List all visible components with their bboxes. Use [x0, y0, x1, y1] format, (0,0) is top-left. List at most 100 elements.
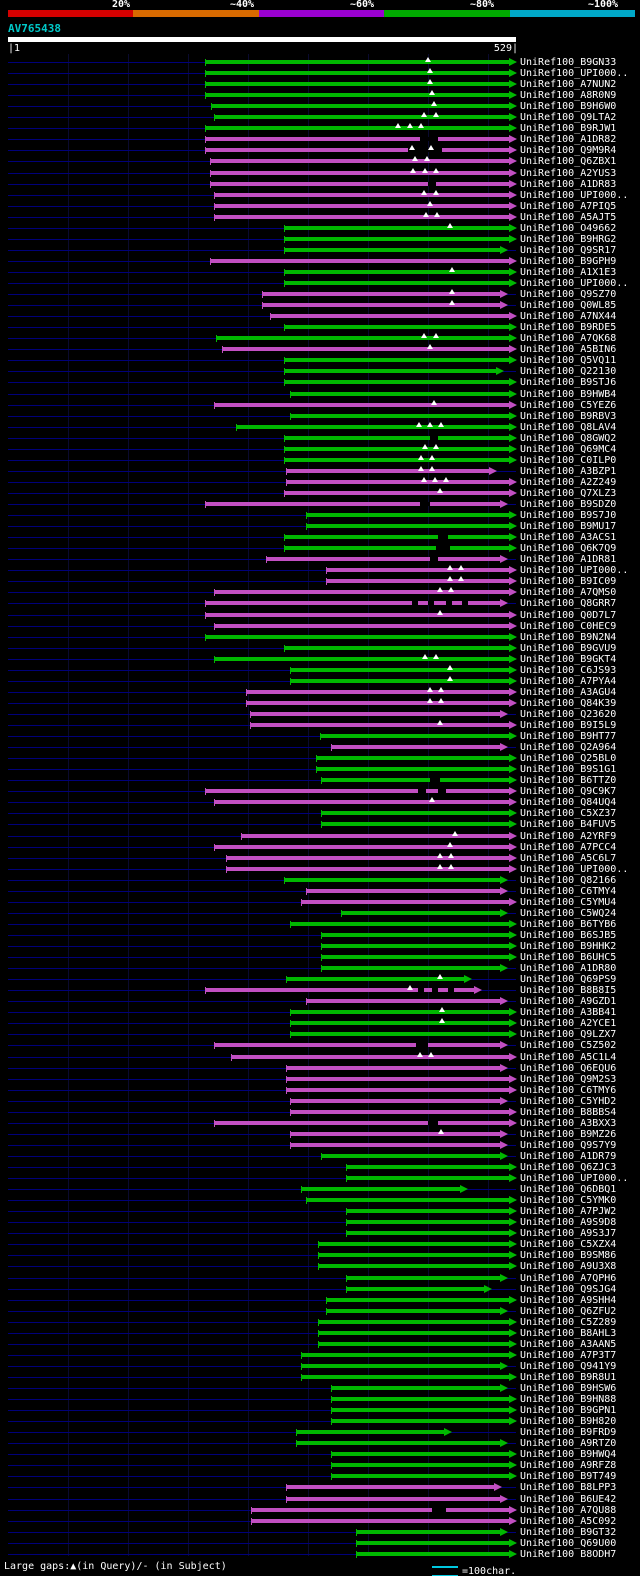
hit-bar[interactable]: [321, 1154, 500, 1158]
hit-label[interactable]: UniRef100_C5WQ24: [520, 908, 617, 919]
hit-bar[interactable]: [286, 1497, 500, 1501]
hit-bar[interactable]: [346, 1220, 509, 1224]
hit-label[interactable]: UniRef100_A9SHH4: [520, 1295, 617, 1306]
hit-label[interactable]: UniRef100_A3BZP1: [520, 466, 617, 477]
hit-bar[interactable]: [226, 856, 509, 860]
hit-bar[interactable]: [318, 1253, 509, 1257]
hit-bar[interactable]: [346, 1231, 509, 1235]
hit-bar[interactable]: [284, 369, 496, 373]
hit-label[interactable]: UniRef100_A9RFZ8: [520, 1460, 617, 1471]
hit-label[interactable]: UniRef100_A9GZD1: [520, 996, 617, 1007]
hit-label[interactable]: UniRef100_UPI000..: [520, 278, 629, 289]
hit-label[interactable]: UniRef100_B6TTZ0: [520, 775, 617, 786]
hit-bar[interactable]: [214, 193, 509, 197]
hit-bar[interactable]: [284, 248, 500, 252]
hit-bar[interactable]: [214, 115, 509, 119]
hit-label[interactable]: UniRef100_A2YCE1: [520, 1018, 617, 1029]
hit-label[interactable]: UniRef100_A5BIN6: [520, 344, 617, 355]
hit-bar[interactable]: [290, 1010, 509, 1014]
hit-bar[interactable]: [286, 977, 464, 981]
hit-bar[interactable]: [356, 1541, 509, 1545]
hit-label[interactable]: UniRef100_A2YUS3: [520, 168, 617, 179]
hit-bar[interactable]: [284, 878, 500, 882]
hit-label[interactable]: UniRef100_A7NX44: [520, 311, 617, 322]
hit-label[interactable]: UniRef100_B9HN88: [520, 1394, 617, 1405]
hit-label[interactable]: UniRef100_Q941Y9: [520, 1361, 617, 1372]
hit-label[interactable]: UniRef100_B6SJB5: [520, 930, 617, 941]
hit-bar[interactable]: [262, 292, 500, 296]
hit-bar[interactable]: [320, 734, 509, 738]
hit-label[interactable]: UniRef100_UPI000..: [520, 864, 629, 875]
hit-label[interactable]: UniRef100_Q9S7Y9: [520, 1140, 617, 1151]
hit-label[interactable]: UniRef100_B9HHK2: [520, 941, 617, 952]
hit-label[interactable]: UniRef100_A1DR79: [520, 1151, 617, 1162]
hit-label[interactable]: UniRef100_Q8GWQ2: [520, 433, 617, 444]
hit-label[interactable]: UniRef100_Q22130: [520, 366, 617, 377]
hit-bar[interactable]: [210, 171, 509, 175]
hit-bar[interactable]: [205, 789, 509, 793]
hit-label[interactable]: UniRef100_B9GVU9: [520, 643, 617, 654]
hit-label[interactable]: UniRef100_UPI000..: [520, 68, 629, 79]
hit-label[interactable]: UniRef100_A5C6L7: [520, 853, 617, 864]
hit-bar[interactable]: [290, 1132, 500, 1136]
hit-bar[interactable]: [306, 889, 500, 893]
hit-bar[interactable]: [205, 71, 509, 75]
hit-label[interactable]: UniRef100_A8R0N9: [520, 90, 617, 101]
hit-label[interactable]: UniRef100_B8B8I5: [520, 985, 617, 996]
hit-label[interactable]: UniRef100_B8BBS4: [520, 1107, 617, 1118]
hit-label[interactable]: UniRef100_A3AGU4: [520, 687, 617, 698]
hit-bar[interactable]: [214, 800, 509, 804]
hit-bar[interactable]: [214, 624, 509, 628]
hit-bar[interactable]: [321, 944, 509, 948]
hit-bar[interactable]: [316, 756, 509, 760]
hit-bar[interactable]: [356, 1530, 500, 1534]
hit-label[interactable]: UniRef100_B9RJW1: [520, 123, 617, 134]
hit-bar[interactable]: [318, 1264, 509, 1268]
hit-bar[interactable]: [205, 148, 509, 152]
hit-bar[interactable]: [318, 1320, 509, 1324]
hit-bar[interactable]: [341, 911, 500, 915]
hit-label[interactable]: UniRef100_B9GPN1: [520, 1405, 617, 1416]
hit-label[interactable]: UniRef100_B9MZ26: [520, 1129, 617, 1140]
hit-bar[interactable]: [205, 635, 509, 639]
hit-bar[interactable]: [205, 137, 509, 141]
hit-bar[interactable]: [326, 1298, 509, 1302]
hit-label[interactable]: UniRef100_A1DR82: [520, 134, 617, 145]
hit-bar[interactable]: [331, 1397, 509, 1401]
hit-bar[interactable]: [290, 1143, 500, 1147]
hit-label[interactable]: UniRef100_A1DR83: [520, 179, 617, 190]
hit-bar[interactable]: [231, 1055, 509, 1059]
hit-label[interactable]: UniRef100_A5C092: [520, 1516, 617, 1527]
hit-label[interactable]: UniRef100_A7P3T7: [520, 1350, 617, 1361]
hit-label[interactable]: UniRef100_Q6ZJC3: [520, 1162, 617, 1173]
hit-label[interactable]: UniRef100_B9IC09: [520, 576, 617, 587]
hit-bar[interactable]: [321, 933, 509, 937]
hit-label[interactable]: UniRef100_B9HT77: [520, 731, 617, 742]
hit-bar[interactable]: [250, 723, 509, 727]
hit-label[interactable]: UniRef100_B6TYB6: [520, 919, 617, 930]
hit-label[interactable]: UniRef100_B9STJ6: [520, 377, 617, 388]
hit-bar[interactable]: [290, 1110, 509, 1114]
hit-label[interactable]: UniRef100_A7PYA4: [520, 676, 617, 687]
hit-bar[interactable]: [301, 1364, 500, 1368]
hit-label[interactable]: UniRef100_A1X1E3: [520, 267, 617, 278]
hit-bar[interactable]: [284, 237, 509, 241]
hit-bar[interactable]: [214, 845, 509, 849]
hit-bar[interactable]: [210, 259, 509, 263]
hit-bar[interactable]: [290, 1032, 509, 1036]
hit-label[interactable]: UniRef100_A7PJW2: [520, 1206, 617, 1217]
hit-label[interactable]: UniRef100_A7PIQ5: [520, 201, 617, 212]
hit-label[interactable]: UniRef100_O49662: [520, 223, 617, 234]
hit-label[interactable]: UniRef100_B8ODH7: [520, 1549, 617, 1560]
hit-bar[interactable]: [290, 1099, 500, 1103]
hit-bar[interactable]: [290, 679, 509, 683]
hit-label[interactable]: UniRef100_B9HWQ4: [520, 1449, 617, 1460]
hit-bar[interactable]: [284, 281, 509, 285]
hit-bar[interactable]: [284, 358, 509, 362]
hit-label[interactable]: UniRef100_A3ACS1: [520, 532, 617, 543]
hit-label[interactable]: UniRef100_Q8LAV4: [520, 422, 617, 433]
hit-label[interactable]: UniRef100_Q9C9K7: [520, 786, 617, 797]
hit-bar[interactable]: [326, 579, 509, 583]
hit-label[interactable]: UniRef100_Q6K7Q9: [520, 543, 617, 554]
hit-bar[interactable]: [316, 767, 509, 771]
